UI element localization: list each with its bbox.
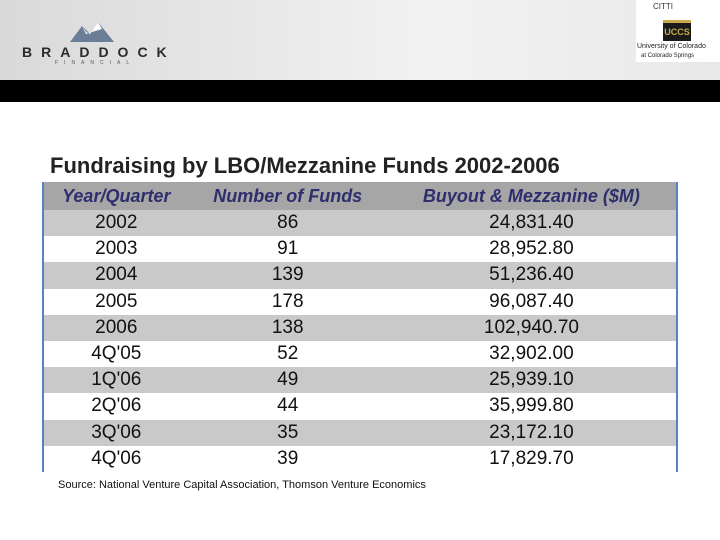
table-row: 2006 138 102,940.70 [43,314,677,341]
table-row: 3Q'06 35 23,172.10 [43,419,677,446]
column-header: Year/Quarter [43,182,189,210]
header-row: Year/Quarter Number of Funds Buyout & Mezz… [43,182,677,210]
table-row: 2Q'06 44 35,999.80 [43,393,677,419]
table-cell: 139 [188,262,387,289]
header [0,0,720,80]
data-table: Year/Quarter Number of Funds Buyout & Mezz… [42,182,678,472]
table-row: 2002 86 24,831.40 [43,210,677,237]
column-header: Buyout & Mezzanine ($M) [386,182,677,210]
table-cell: 178 [271,290,304,312]
slide-title: Fundraising by LBO/Mezzanine Funds 2002-… [50,153,560,178]
table-row: 4Q'06 39 17,829.70 [43,446,677,472]
table-cell: 138 [188,314,387,341]
brand-sub: FINANCIAL [55,60,136,66]
table-cell: 91 [277,238,299,260]
table-row: 4Q'05 52 32,902.00 [43,341,677,367]
partner-logo: UCCS [663,20,691,41]
table-cell: 102,940.70 [386,314,677,341]
table-row: 2005 178 96,087.40 [43,289,677,315]
table-cell: 86 [188,210,387,237]
table-cell: 4Q'05 [91,343,142,365]
table-cell: 1Q'06 [43,367,189,394]
source-note: Source: National Venture Capital Associa… [58,479,426,491]
table-cell: 96,087.40 [489,290,574,312]
table-cell: 49 [188,367,387,394]
table-cell: 4Q'06 [91,447,142,469]
table-row: 1Q'06 49 25,939.10 [43,367,677,394]
table-cell: 28,952.80 [489,238,574,260]
table-cell: 2002 [43,210,189,237]
brand-logo [70,22,114,42]
table-cell: 25,939.10 [386,367,677,394]
column-header: Number of Funds [188,182,387,210]
table-row: 2004 139 51,236.40 [43,262,677,289]
table-cell: 44 [277,395,299,417]
table-row: 2003 91 28,952.80 [43,236,677,262]
table-cell: 39 [277,447,299,469]
partner-line: at Colorado Springs [641,53,695,59]
table-cell: 2004 [43,262,189,289]
table-cell: 23,172.10 [386,419,677,446]
header-bar [0,80,720,102]
table-cell: 24,831.40 [386,210,677,237]
table-cell: 2Q'06 [91,395,142,417]
table-cell: 2003 [95,238,138,260]
partner-top: CITTI [653,2,673,11]
table-cell: 2006 [43,314,189,341]
table-cell: 35 [188,419,387,446]
table-cell: 3Q'06 [43,419,189,446]
table-cell: 2005 [95,290,138,312]
table-cell: 51,236.40 [386,262,677,289]
table-cell: 32,902.00 [489,343,574,365]
table-cell: 35,999.80 [489,395,574,417]
brand-name: BRADDOCK [22,44,176,60]
partner-line: University of Colorado [637,43,706,50]
table-cell: 17,829.70 [489,447,574,469]
table-cell: 52 [277,343,299,365]
